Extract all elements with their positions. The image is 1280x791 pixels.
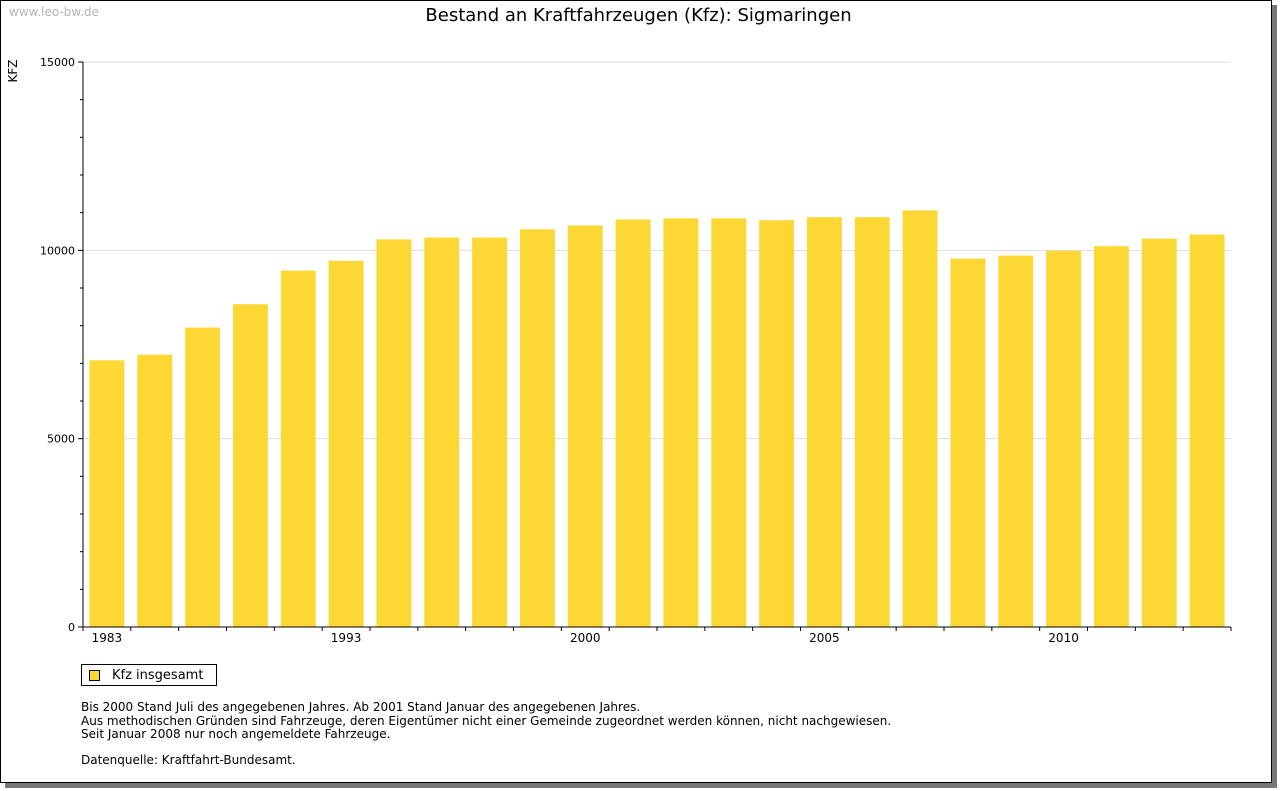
bar	[998, 255, 1034, 627]
bar	[1046, 250, 1082, 627]
data-source: Datenquelle: Kraftfahrt-Bundesamt.	[81, 753, 296, 767]
x-tick-label: 1993	[331, 631, 362, 645]
y-tick-label: 15000	[40, 56, 75, 69]
footnote-line: Bis 2000 Stand Juli des angegebenen Jahr…	[81, 700, 641, 714]
y-tick-label: 5000	[47, 433, 75, 446]
bar	[1189, 234, 1225, 627]
bar	[328, 260, 364, 627]
y-tick-label: 10000	[40, 244, 75, 257]
footnote-line: Aus methodischen Gründen sind Fahrzeuge,…	[81, 713, 892, 728]
axes: 0 5000 10000 15000 1983 1993 2000 2005 2010	[40, 56, 1232, 645]
bar	[759, 220, 795, 627]
bar	[376, 239, 412, 627]
bar	[854, 217, 890, 628]
y-tick-label: 0	[68, 621, 75, 634]
bar	[615, 219, 651, 628]
bar	[137, 354, 173, 627]
x-tick-label: 2010	[1048, 631, 1079, 645]
bar	[711, 218, 747, 628]
legend: Kfz insgesamt	[81, 664, 217, 686]
bar-chart: 0 5000 10000 15000 1983 1993 2000 2005 2010 KFZ	[6, 56, 1232, 645]
bar	[806, 217, 842, 628]
bar	[950, 258, 986, 627]
legend-swatch	[89, 670, 100, 681]
bar	[1093, 246, 1129, 627]
bar	[567, 225, 603, 627]
bar	[280, 270, 316, 627]
grid-lines	[83, 61, 1231, 440]
bar	[185, 327, 221, 627]
x-tick-label: 2000	[570, 631, 601, 645]
bar	[232, 304, 268, 627]
x-tick-label: 1983	[92, 631, 123, 645]
y-axis-label: KFZ	[6, 60, 20, 83]
bar	[902, 210, 938, 627]
bar	[1141, 238, 1177, 627]
footnote-line: Seit Januar 2008 nur noch angemeldete Fa…	[81, 727, 391, 741]
bars	[89, 210, 1225, 628]
bar	[89, 360, 125, 627]
bar	[424, 237, 460, 627]
bar	[472, 237, 508, 627]
x-tick-label: 2005	[809, 631, 840, 645]
legend-label: Kfz insgesamt	[112, 668, 204, 683]
chart-title: Bestand an Kraftfahrzeugen (Kfz): Sigmar…	[425, 5, 852, 26]
bar	[519, 229, 555, 628]
bar	[663, 218, 699, 628]
footnotes: Bis 2000 Stand Juli des angegebenen Jahr…	[81, 700, 892, 742]
watermark: www.leo-bw.de	[9, 5, 99, 19]
